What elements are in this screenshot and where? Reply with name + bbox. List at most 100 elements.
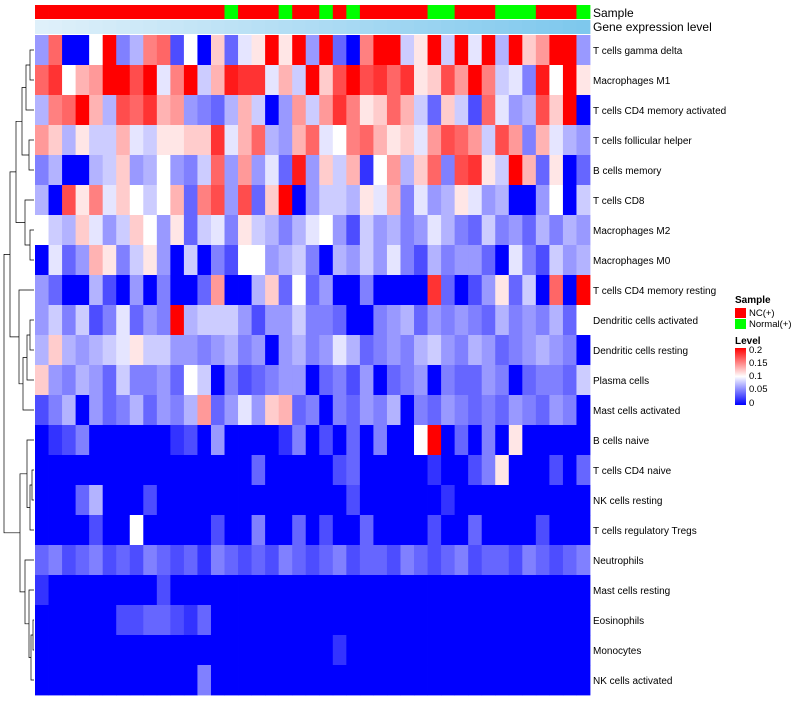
heatmap-cell xyxy=(35,635,49,666)
heatmap-cell xyxy=(102,245,117,276)
expression-annotation-cell xyxy=(441,20,456,34)
heatmap-cell xyxy=(224,545,239,576)
heatmap-cell xyxy=(156,125,171,156)
heatmap-cell xyxy=(359,95,374,126)
heatmap-cell xyxy=(35,395,49,426)
heatmap-cell xyxy=(102,305,117,336)
heatmap-cell xyxy=(441,605,456,636)
heatmap-cell xyxy=(562,485,577,516)
heatmap-cell xyxy=(332,185,347,216)
expression-annotation-cell xyxy=(359,20,374,34)
heatmap-cell xyxy=(481,425,496,456)
heatmap-cell xyxy=(170,35,185,66)
heatmap-cell xyxy=(441,65,456,96)
heatmap-cell xyxy=(143,455,158,486)
heatmap-cell xyxy=(278,575,293,606)
heatmap-cell xyxy=(102,125,117,156)
heatmap-cell xyxy=(332,35,347,66)
dendrogram-branch xyxy=(24,559,34,625)
dendrogram-branch xyxy=(32,619,34,651)
row-label: B cells naive xyxy=(593,436,650,447)
heatmap-cell xyxy=(535,95,550,126)
heatmap-cell xyxy=(35,365,49,396)
heatmap-cell xyxy=(441,515,456,546)
expression-annotation-cell xyxy=(62,20,77,34)
sample-annotation-cell xyxy=(332,5,347,19)
heatmap-cell xyxy=(238,275,252,306)
heatmap-cell xyxy=(400,605,415,636)
heatmap-cell xyxy=(102,545,117,576)
heatmap-cell xyxy=(305,545,320,576)
heatmap-cell xyxy=(265,395,280,426)
heatmap-cell xyxy=(156,95,171,126)
expression-annotation-cell xyxy=(156,20,171,34)
heatmap-cell xyxy=(359,65,374,96)
heatmap-cell xyxy=(251,395,266,426)
heatmap-cell xyxy=(143,275,158,306)
heatmap-cell xyxy=(562,95,577,126)
heatmap-cell xyxy=(346,215,361,246)
heatmap-cell xyxy=(414,275,428,306)
heatmap-cell xyxy=(441,35,456,66)
heatmap-cell xyxy=(292,425,307,456)
row-label: Eosinophils xyxy=(593,616,644,627)
heatmap-cell xyxy=(441,455,456,486)
dendrogram-branch xyxy=(3,254,20,534)
heatmap-cell xyxy=(576,575,591,606)
heatmap-cell xyxy=(35,605,49,636)
heatmap-cell xyxy=(116,275,131,306)
heatmap-cell xyxy=(75,515,90,546)
heatmap-cell xyxy=(414,545,428,576)
heatmap-cell xyxy=(400,635,415,666)
heatmap-cell xyxy=(359,125,374,156)
heatmap-cell xyxy=(535,365,550,396)
heatmap-cell xyxy=(400,335,415,366)
heatmap-cell xyxy=(251,365,266,396)
heatmap-cell xyxy=(224,155,239,186)
heatmap-cell xyxy=(346,395,361,426)
heatmap-cell xyxy=(116,185,131,216)
heatmap-cell xyxy=(102,425,117,456)
heatmap-cell xyxy=(535,635,550,666)
expression-annotation-cell xyxy=(292,20,307,34)
heatmap-cell xyxy=(508,515,523,546)
expression-annotation-cell xyxy=(143,20,158,34)
expression-annotation-cell xyxy=(102,20,117,34)
sample-annotation-cell xyxy=(238,5,252,19)
heatmap-cell xyxy=(116,65,131,96)
heatmap-cell xyxy=(89,605,104,636)
heatmap-cell xyxy=(386,485,401,516)
heatmap-cell xyxy=(75,35,90,66)
heatmap-cell xyxy=(170,575,185,606)
heatmap-cell xyxy=(238,305,252,336)
heatmap-cell xyxy=(549,545,564,576)
sample-annotation-cell xyxy=(278,5,293,19)
heatmap-cell xyxy=(549,65,564,96)
heatmap-cell xyxy=(89,425,104,456)
heatmap-cell xyxy=(197,395,212,426)
heatmap-cell xyxy=(400,185,415,216)
heatmap-cell xyxy=(75,365,90,396)
sample-annotation-cell xyxy=(454,5,469,19)
heatmap-cell xyxy=(48,665,63,696)
heatmap-cell xyxy=(549,605,564,636)
heatmap-cell xyxy=(562,335,577,366)
heatmap-cell xyxy=(549,125,564,156)
heatmap-cell xyxy=(156,515,171,546)
heatmap-cell xyxy=(170,65,185,96)
heatmap-cell xyxy=(197,485,212,516)
heatmap-cell xyxy=(183,185,198,216)
heatmap-cell xyxy=(441,215,456,246)
heatmap-cell xyxy=(332,335,347,366)
dendrogram-branch xyxy=(26,334,34,381)
heatmap-cell xyxy=(305,95,320,126)
heatmap-cell xyxy=(346,275,361,306)
heatmap-cell xyxy=(102,335,117,366)
heatmap-cell xyxy=(576,395,591,426)
heatmap-cell xyxy=(35,455,49,486)
heatmap-cell xyxy=(562,185,577,216)
heatmap-cell xyxy=(359,35,374,66)
heatmap-cell xyxy=(75,155,90,186)
heatmap-cell xyxy=(549,575,564,606)
heatmap-cell xyxy=(495,605,510,636)
